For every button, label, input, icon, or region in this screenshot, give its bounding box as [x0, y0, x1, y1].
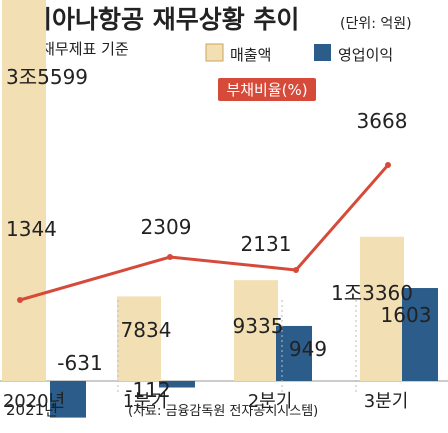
- chart-unit: (단위: 억원): [340, 16, 412, 32]
- debt-ratio-value-label: 2309: [141, 215, 192, 239]
- debt-ratio-value-label: 2131: [241, 232, 292, 256]
- op-income-value-label: 949: [289, 337, 327, 361]
- revenue-bar: [117, 296, 161, 381]
- debt-ratio-point: [17, 297, 23, 303]
- category-label: 1분기: [123, 391, 168, 412]
- op-income-value-label: -631: [57, 351, 102, 375]
- debt-ratio-line: [19, 164, 390, 302]
- legend-op-label: 영업이익: [338, 46, 393, 64]
- category-label: 2020년: [3, 391, 65, 412]
- debt-ratio-badge: [218, 78, 316, 101]
- revenue-bar: [2, 0, 46, 382]
- legend-revenue-swatch: [205, 43, 224, 62]
- revenue-value-label: 1조3360: [331, 281, 413, 305]
- revenue-value-label: 7834: [121, 318, 172, 342]
- category-label: 3분기: [364, 391, 409, 412]
- debt-ratio-point: [293, 267, 299, 273]
- op-income-value-label: 1603: [381, 303, 432, 327]
- debt-ratio-value-label: 1344: [6, 217, 57, 241]
- revenue-value-label: 9335: [233, 314, 284, 338]
- legend-op-swatch: [314, 44, 331, 61]
- debt-ratio-badge-label: 부채비율(%): [226, 81, 307, 99]
- op-income-bar: [159, 381, 195, 388]
- op-income-bar: [50, 381, 86, 418]
- source-note: (자료: 금융감독원 전자공시시스템): [128, 404, 318, 419]
- revenue-bar: [234, 280, 278, 381]
- debt-ratio-point: [385, 162, 391, 168]
- op-income-bar: [402, 288, 438, 381]
- debt-ratio-point: [167, 254, 173, 260]
- category-label: 2분기: [248, 391, 293, 412]
- op-income-value-label: -112: [125, 378, 170, 402]
- year-label-2021: 2021년: [6, 401, 58, 419]
- chart-title: 아시아나항공 재무상황 추이: [6, 5, 299, 34]
- debt-ratio-value-label: 3668: [357, 109, 408, 133]
- revenue-value-label: 3조5599: [6, 65, 88, 89]
- revenue-bar: [360, 236, 404, 381]
- legend-revenue-label: 매출액: [230, 46, 271, 64]
